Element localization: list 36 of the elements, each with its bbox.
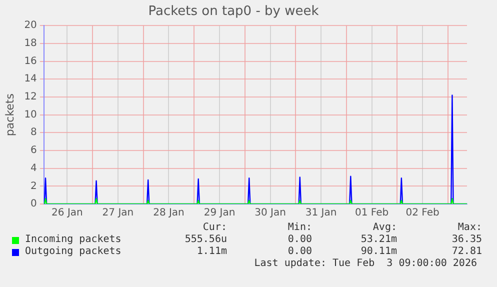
legend-label: Incoming packets [25, 234, 122, 246]
text: 1.11m [196, 246, 227, 258]
text: 555.56u [184, 234, 227, 246]
legend-label: Outgoing packets [25, 246, 122, 258]
x-tick-label: 02 Feb [406, 208, 440, 219]
text: 36.35 [450, 234, 482, 246]
text: Cur: [202, 222, 227, 234]
text: Last update: Tue Feb 3 09:00:00 2026 [253, 258, 478, 270]
x-tick-label: 26 Jan [52, 208, 83, 219]
text: 53.21m [360, 234, 397, 246]
y-tick-label: 0 [30, 198, 37, 210]
y-tick-label: 4 [30, 162, 37, 174]
y-tick-label: 8 [30, 127, 37, 138]
y-tick-label: 16 [24, 56, 37, 67]
y-tick-label: 12 [24, 92, 37, 103]
y-tick-label: 10 [24, 109, 37, 120]
y-tick-label: 14 [24, 74, 37, 85]
x-tick-label: 29 Jan [204, 208, 236, 219]
x-tick-label: 28 Jan [153, 208, 184, 219]
y-tick-label: 20 [24, 20, 37, 32]
text: Min: [286, 222, 312, 234]
text: 72.81 [450, 246, 482, 258]
y-tick-label: 6 [30, 145, 37, 156]
text: 0.00 [286, 246, 312, 258]
x-tick-label: 01 Feb [355, 208, 389, 219]
x-tick-label: 27 Jan [102, 208, 134, 219]
chart-title: Packets on tap0 - by week [148, 4, 320, 20]
y-axis-title: packets [3, 93, 16, 136]
text: Max: [456, 222, 482, 234]
x-tick-label: 30 Jan [254, 208, 286, 219]
y-tick-label: 2 [30, 180, 37, 192]
x-tick-label: 31 Jan [305, 208, 337, 219]
y-tick-label: 18 [24, 38, 37, 50]
text: 90.11m [360, 246, 397, 258]
text: 0.00 [286, 234, 312, 246]
text: Avg: [372, 222, 397, 234]
